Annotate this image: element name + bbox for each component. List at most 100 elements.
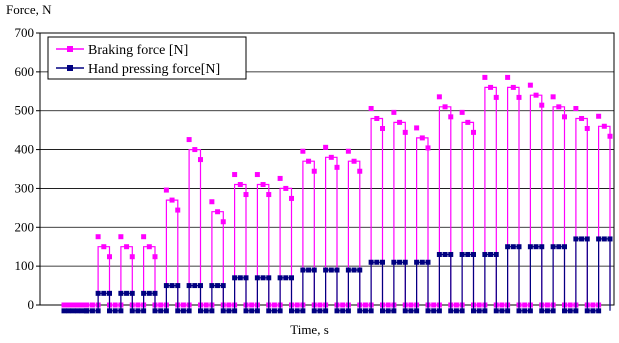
data-point-1 [323,308,329,314]
data-point-0 [84,302,90,308]
data-point-0 [482,74,488,80]
data-point-1 [419,259,425,265]
data-point-1 [397,259,403,265]
data-point-1 [300,267,306,273]
y-tick-label: 500 [15,103,35,118]
data-point-1 [596,308,602,314]
data-point-1 [471,251,476,257]
data-point-1 [436,308,442,314]
data-point-1 [209,308,215,314]
data-point-1 [516,244,522,250]
data-point-1 [482,251,488,257]
data-point-0 [243,192,249,198]
data-point-0 [237,182,243,188]
data-point-1 [158,308,164,314]
data-point-0 [70,302,76,308]
data-point-0 [289,195,294,201]
data-point-1 [95,308,101,314]
data-point-0 [391,109,397,115]
data-point-1 [488,251,494,257]
data-point-1 [550,308,556,314]
y-axis-label: Force, N [6,2,52,17]
data-point-1 [459,251,465,257]
data-point-0 [101,244,107,250]
data-point-1 [431,308,437,314]
data-point-1 [590,308,596,314]
data-point-1 [402,259,408,265]
data-point-1 [135,308,141,314]
data-point-0 [75,302,81,308]
data-point-1 [232,275,238,281]
data-point-1 [448,251,454,257]
data-point-1 [607,236,613,242]
legend-marker-0 [67,46,73,52]
data-point-1 [203,308,209,314]
data-point-1 [584,236,590,242]
data-point-1 [357,267,363,273]
data-point-0 [385,302,391,308]
data-point-1 [465,251,471,257]
data-point-1 [345,267,351,273]
data-point-1 [357,308,363,314]
data-point-1 [198,283,203,289]
data-point-0 [163,187,169,193]
data-point-0 [317,302,323,308]
data-point-1 [550,244,556,250]
data-point-1 [152,308,158,314]
data-point-1 [124,290,130,296]
data-point-1 [425,308,431,314]
data-point-1 [527,308,533,314]
data-point-1 [402,308,408,314]
data-point-1 [448,308,454,314]
data-point-1 [368,308,374,314]
data-point-1 [107,308,112,314]
data-point-1 [516,308,522,314]
data-point-0 [124,244,130,250]
data-point-1 [84,308,90,314]
data-point-1 [300,308,306,314]
data-point-1 [277,308,283,314]
data-point-0 [573,105,579,111]
data-point-0 [192,147,198,153]
data-point-0 [510,84,516,90]
data-point-0 [402,129,408,135]
legend [47,36,247,80]
data-point-1 [556,244,562,250]
data-point-0 [300,148,306,154]
legend-label-0: Braking force [N] [88,43,188,58]
data-point-0 [135,302,141,308]
data-point-0 [522,302,528,308]
data-point-1 [601,236,607,242]
data-point-0 [488,84,494,90]
data-point-0 [448,114,454,120]
x-axis-label: Time, s [290,322,329,337]
data-point-0 [539,102,545,108]
data-point-0 [533,92,539,98]
data-point-0 [351,158,357,164]
data-point-1 [317,308,323,314]
data-point-0 [95,234,101,240]
data-point-0 [209,199,215,205]
data-point-1 [391,259,397,265]
data-point-1 [368,259,374,265]
data-point-1 [289,308,294,314]
data-point-0 [436,94,442,100]
y-tick-label: 400 [15,142,35,157]
data-point-0 [357,168,363,174]
data-point-0 [556,104,562,110]
data-point-1 [220,283,226,289]
data-point-0 [306,158,312,164]
data-point-1 [505,244,511,250]
data-point-0 [453,302,459,308]
data-point-1 [323,267,329,273]
data-point-0 [158,302,164,308]
data-point-1 [493,251,499,257]
data-point-1 [289,275,294,281]
data-point-1 [192,283,198,289]
y-tick-label: 700 [15,25,35,40]
data-point-0 [118,234,124,240]
data-point-1 [220,308,226,314]
data-point-1 [567,308,573,314]
data-point-1 [254,275,260,281]
